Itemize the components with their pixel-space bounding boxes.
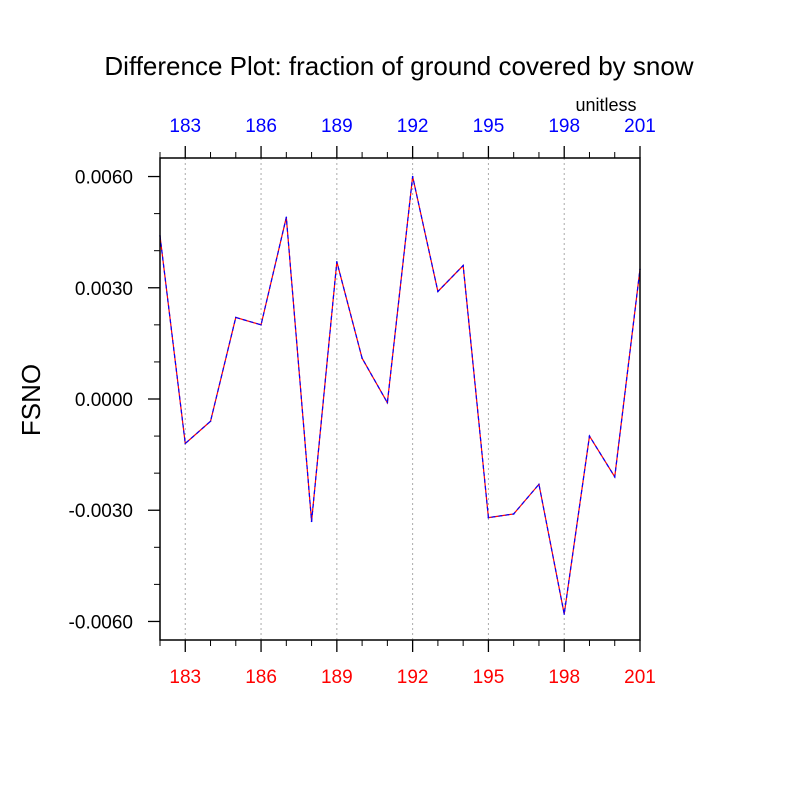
- data-point: [234, 316, 237, 319]
- data-point: [184, 442, 187, 445]
- data-point: [209, 420, 212, 423]
- data-point: [462, 264, 464, 267]
- data-point: [613, 476, 616, 478]
- x-tick-label-bottom-1: 186: [245, 667, 277, 688]
- y-tick-label-3: -0.0030: [69, 501, 133, 522]
- y-tick-label-0: 0.0060: [75, 168, 133, 189]
- series-line-0: [159, 176, 641, 615]
- data-point: [538, 483, 540, 486]
- series-layer: [159, 175, 641, 615]
- x-tick-label-bottom-3: 192: [397, 667, 429, 688]
- x-tick-label-top-0: 183: [169, 116, 201, 137]
- chart-title: Difference Plot: fraction of ground cove…: [104, 51, 693, 81]
- data-point: [310, 520, 313, 523]
- y-tick-label-1: 0.0030: [75, 279, 133, 300]
- x-tick-label-bottom-5: 198: [548, 667, 580, 688]
- grid-lines: [184, 158, 641, 640]
- y-tick-label-2: 0.0000: [75, 390, 133, 411]
- data-point: [487, 516, 490, 519]
- data-point: [361, 357, 363, 360]
- data-point: [285, 216, 288, 219]
- data-point: [437, 290, 439, 293]
- data-point: [260, 324, 262, 326]
- units-label: unitless: [575, 95, 636, 115]
- x-tick-label-top-4: 195: [473, 116, 505, 137]
- x-tick-label-top-2: 189: [321, 116, 353, 137]
- x-tick-label-top-1: 186: [245, 116, 277, 137]
- y-tick-label-4: -0.0060: [69, 612, 133, 633]
- x-tick-label-bottom-4: 195: [473, 667, 505, 688]
- axis-ticks: [148, 146, 641, 652]
- series-line-dashed-0: [159, 176, 641, 615]
- x-tick-label-bottom-6: 201: [624, 667, 656, 688]
- x-tick-label-bottom-0: 183: [169, 667, 201, 688]
- data-point: [336, 261, 338, 263]
- data-point: [563, 613, 566, 615]
- data-point: [588, 435, 591, 437]
- x-tick-label-top-3: 192: [397, 116, 429, 137]
- x-tick-label-top-6: 201: [624, 116, 656, 137]
- plot-frame: [159, 157, 641, 641]
- data-point: [512, 513, 515, 515]
- x-tick-label-bottom-2: 189: [321, 667, 353, 688]
- x-tick-label-top-5: 198: [548, 116, 580, 137]
- data-point: [411, 175, 414, 178]
- tick-labels: 183 183 186 186 189 189 192 192 195 195 198 198 201 2…: [69, 116, 656, 688]
- y-axis-label: FSNO: [16, 364, 46, 436]
- data-point: [386, 401, 389, 404]
